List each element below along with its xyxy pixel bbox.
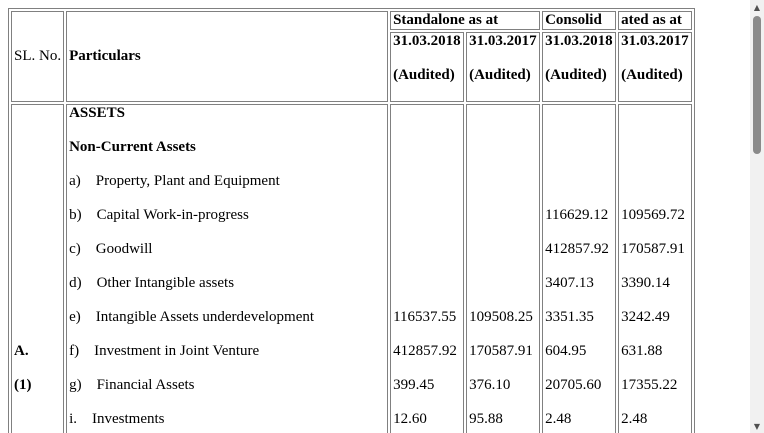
date-text: 31.03.2017 (469, 33, 537, 49)
header-consolid-cont: ated as at (618, 11, 693, 30)
sl-no-cell: A. (1) (11, 104, 65, 433)
consolidated-2017-cell: 109569.72 170587.91 3390.14 3242.49 631.… (618, 104, 693, 433)
header-date-col4: 31.03.2017 (Audited) (618, 32, 693, 102)
value: 412857.92 (545, 241, 609, 257)
header-sl-no-text: SL. No. (14, 48, 62, 64)
value: 12.60 (393, 411, 427, 427)
value: 170587.91 (469, 343, 533, 359)
row-label: i. Investments (69, 411, 165, 427)
value (393, 173, 461, 207)
subsection-heading: Non-Current Assets (69, 139, 196, 155)
value: 399.45 (393, 377, 435, 393)
standalone-2018-cell: 116537.55 412857.92 399.45 12.60 (390, 104, 465, 433)
value: 95.88 (469, 411, 503, 427)
value (469, 275, 537, 309)
date-text: 31.03.2017 (621, 33, 689, 49)
value (469, 207, 537, 241)
value (545, 173, 613, 207)
balance-sheet-table: SL. No. Particulars Standalone as at Con… (8, 8, 696, 433)
value: 376.10 (469, 377, 511, 393)
header-consolid-text: Consolid (545, 12, 602, 28)
value: 170587.91 (621, 241, 685, 257)
row-label: d) Other Intangible assets (69, 275, 235, 291)
header-sl-no: SL. No. (11, 11, 65, 102)
date-text: 31.03.2018 (393, 33, 461, 49)
particulars-cell: ASSETS Non-Current Assets a) Property, P… (66, 104, 389, 433)
value: 109569.72 (621, 207, 685, 223)
value: 3242.49 (621, 309, 670, 325)
row-label: c) Goodwill (69, 241, 153, 257)
value: 3390.14 (621, 275, 670, 291)
header-date-col3: 31.03.2018 (Audited) (542, 32, 617, 102)
value: 2.48 (621, 411, 648, 427)
value (621, 173, 689, 207)
vertical-scrollbar[interactable]: ▲ ▼ (750, 0, 764, 433)
audited-text: (Audited) (469, 67, 531, 83)
sl-label-a: A. (14, 343, 29, 359)
row-label: g) Financial Assets (69, 377, 195, 393)
value: 116629.12 (545, 207, 609, 223)
row-label: a) Property, Plant and Equipment (69, 173, 280, 189)
value (393, 275, 461, 309)
value: 116537.55 (393, 309, 457, 325)
standalone-2017-cell: 109508.25 170587.91 376.10 95.88 (466, 104, 541, 433)
value (393, 241, 461, 275)
value: 412857.92 (393, 343, 457, 359)
header-consolid: Consolid (542, 11, 617, 30)
value (469, 173, 537, 207)
value (393, 207, 461, 241)
row-label: b) Capital Work-in-progress (69, 207, 249, 223)
header-row-dates: 31.03.2018 (Audited) 31.03.2017 (Audited… (11, 32, 693, 102)
scroll-up-arrow-icon[interactable]: ▲ (753, 2, 761, 12)
date-text: 31.03.2018 (545, 33, 613, 49)
section-heading: ASSETS (69, 105, 125, 121)
value: 631.88 (621, 343, 663, 359)
header-particulars-text: Particulars (69, 48, 141, 64)
value (469, 241, 537, 275)
value: 3351.35 (545, 309, 594, 325)
audited-text: (Audited) (545, 67, 607, 83)
value: 3407.13 (545, 275, 594, 291)
header-standalone-text: Standalone as at (393, 12, 499, 28)
header-particulars: Particulars (66, 11, 389, 102)
audited-text: (Audited) (393, 67, 455, 83)
header-consolid-cont-text: ated as at (621, 12, 682, 28)
header-standalone: Standalone as at (390, 11, 541, 30)
header-row-top: SL. No. Particulars Standalone as at Con… (11, 11, 693, 102)
header-date-col2: 31.03.2017 (Audited) (466, 32, 541, 102)
row-label: e) Intangible Assets underdevelopment (69, 309, 315, 325)
value: 109508.25 (469, 309, 533, 325)
scroll-down-arrow-icon[interactable]: ▼ (753, 421, 761, 431)
consolidated-2018-cell: 116629.12 412857.92 3407.13 3351.35 604.… (542, 104, 617, 433)
scrollbar-thumb[interactable] (753, 16, 761, 154)
value: 604.95 (545, 343, 587, 359)
body-row: A. (1) ASSETS Non-Current Assets a) Prop… (11, 104, 693, 433)
row-label: f) Investment in Joint Venture (69, 343, 260, 359)
value: 2.48 (545, 411, 572, 427)
audited-text: (Audited) (621, 67, 683, 83)
value: 20705.60 (545, 377, 602, 393)
value: 17355.22 (621, 377, 678, 393)
header-date-col1: 31.03.2018 (Audited) (390, 32, 465, 102)
sl-label-1: (1) (14, 377, 32, 393)
